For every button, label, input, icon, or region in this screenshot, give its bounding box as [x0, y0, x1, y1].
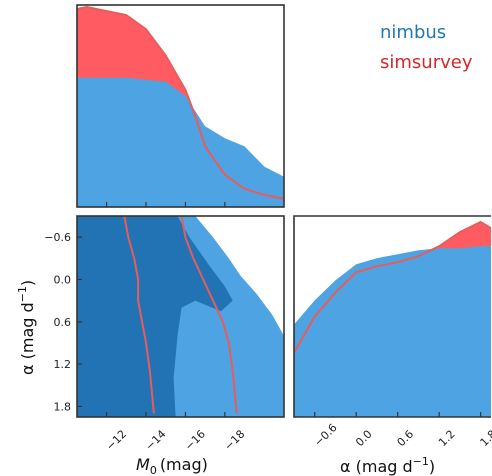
panel-marginal-m0: [76, 4, 285, 208]
x-axis-label-m0: M0 (mag): [136, 455, 208, 476]
y-axis-label-alpha-sup: −1: [16, 286, 29, 302]
m0-tick-label-0: −12: [104, 428, 130, 454]
y-axis-label-alpha: α (mag d−1): [16, 280, 37, 375]
alpha-x-tick-label-1: 0.0: [353, 428, 375, 450]
alpha-y-tick-label-4: 1.8: [54, 400, 72, 413]
nimbus-m0-area: [77, 77, 284, 207]
alpha-y-tick-label-0: −0.6: [44, 231, 71, 244]
x-axis-label-m0-sub: 0: [150, 464, 157, 476]
m0-tick-label-2: −16: [182, 428, 208, 454]
alpha-x-tick-label-2: 0.6: [395, 428, 417, 450]
x-axis-label-alpha-end: ): [429, 457, 435, 476]
x-axis-label-alpha: α (mag d−1): [340, 455, 435, 476]
alpha-y-tick-label-2: 0.6: [54, 316, 72, 329]
simsurvey-m0-line: [76, 5, 285, 200]
legend-nimbus: nimbus: [380, 22, 446, 43]
y-axis-label-alpha-end: ): [18, 280, 37, 286]
legend: nimbus simsurvey: [380, 22, 473, 73]
alpha-y-tick-label-1: 0.0: [54, 273, 72, 286]
simsurvey-joint-contour-1: [180, 216, 238, 414]
legend-simsurvey: simsurvey: [380, 52, 473, 73]
alpha-x-tick-label-0: −0.6: [312, 421, 340, 449]
m0-tick-label-1: −14: [143, 428, 169, 454]
x-axis-label-alpha-main: α (mag d: [340, 457, 413, 476]
nimbus-alpha-area: [294, 246, 491, 417]
nimbus-joint-inner-contour: [77, 216, 233, 417]
x-axis-label-m0-main: M: [136, 455, 150, 474]
x-axis-label-m0-unit: (mag): [160, 455, 208, 474]
panel-joint: −12 −14 −16 −18 −0.6 0.0 0.6 1.2 1.8: [44, 215, 285, 454]
panel-frame-joint: [76, 215, 285, 418]
y-axis-label-alpha-main: α (mag d: [18, 302, 37, 375]
x-axis-label-alpha-sup: −1: [413, 455, 429, 468]
panel-frame-alpha: [293, 215, 491, 418]
simsurvey-joint-contour-0: [123, 216, 155, 414]
panel-marginal-alpha: −0.6 0.0 0.6 1.2 1.8: [293, 215, 492, 450]
simsurvey-alpha-line: [294, 220, 491, 354]
panel-frame-top: [76, 4, 285, 208]
alpha-x-tick-label-4: 1.8: [478, 428, 492, 450]
m0-tick-label-3: −18: [222, 428, 248, 454]
alpha-x-tick-label-3: 1.2: [436, 428, 458, 450]
alpha-y-tick-label-3: 1.2: [54, 358, 72, 371]
